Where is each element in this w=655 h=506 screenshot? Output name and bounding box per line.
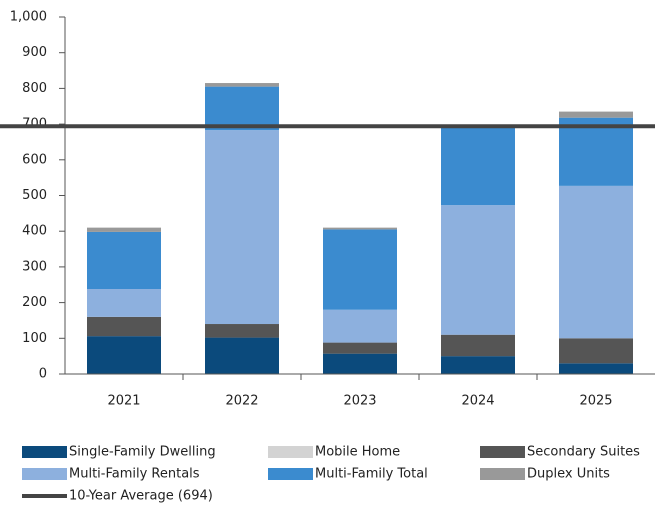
y-tick-label: 500 [22,188,47,203]
y-tick-label: 300 [22,259,47,274]
bar-segment [323,229,397,310]
bar-segment [441,205,515,335]
x-tick-label: 2022 [225,394,258,409]
y-tick-label: 700 [22,117,47,132]
bar-segment [559,363,633,374]
legend-label: Multi-Family Total [315,467,428,482]
x-tick-label: 2025 [579,394,612,409]
bar-segment [205,337,279,374]
legend-label: Duplex Units [527,467,610,482]
y-tick-label: 600 [22,152,47,167]
bar-segment [323,227,397,230]
legend-swatch [268,446,313,458]
legend-swatch [268,468,313,480]
y-tick-label: 800 [22,81,47,96]
y-tick-label: 0 [39,367,47,382]
bar-segment [559,111,633,118]
bar-segment [559,117,633,186]
x-tick-label: 2021 [107,394,140,409]
bar-segment [323,353,397,374]
bar-segment [323,342,397,354]
legend-swatch [22,468,67,480]
legend-label: 10-Year Average (694) [69,489,213,504]
bar-segment [87,316,161,337]
bar-segment [205,86,279,131]
y-tick-label: 900 [22,45,47,60]
legend-swatch [22,446,67,458]
bar-segment [87,289,161,317]
bar-segment [323,309,397,343]
y-tick-label: 200 [22,295,47,310]
bar-segment [559,338,633,364]
legend-swatch [480,468,525,480]
y-tick-label: 400 [22,224,47,239]
legend-label: Mobile Home [315,445,400,460]
legend-swatch [480,446,525,458]
bar-segment [205,324,279,338]
legend-label: Single-Family Dwelling [69,445,216,460]
bar-segment [87,336,161,374]
bar-segment [87,227,161,232]
bar-segment [441,127,515,206]
bar-segment [205,130,279,325]
legend-label: Multi-Family Rentals [69,467,200,482]
x-tick-label: 2024 [461,394,494,409]
legend-label: Secondary Suites [527,445,640,460]
bar-segment [441,356,515,374]
bar-segment [87,231,161,290]
x-tick-label: 2023 [343,394,376,409]
y-tick-label: 100 [22,331,47,346]
bar-segment [205,83,279,87]
y-tick-label: 1,000 [10,10,47,25]
bar-segment [441,334,515,357]
bar-segment [559,185,633,339]
